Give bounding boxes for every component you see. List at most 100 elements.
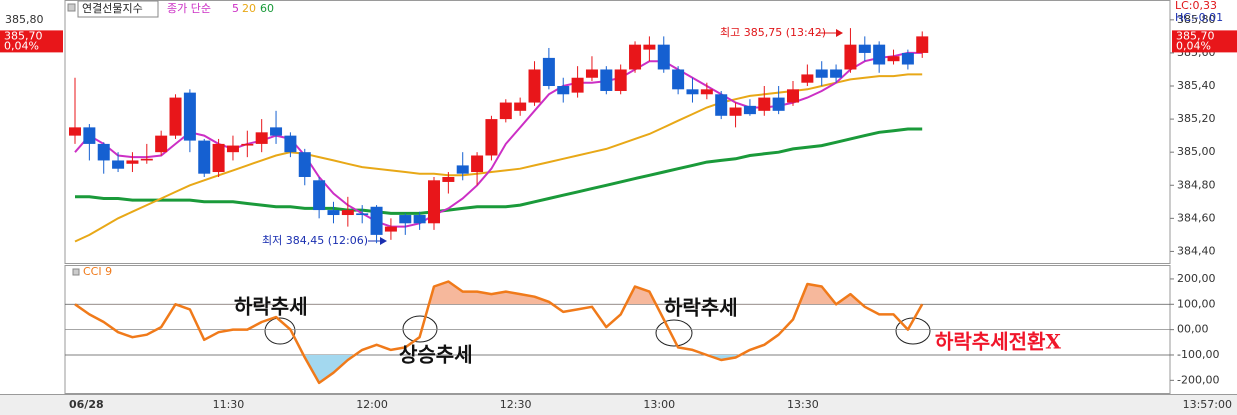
- annotation: 최고 385,75 (13:42): [720, 26, 826, 39]
- x-tick-label: 13:00: [643, 398, 675, 411]
- candle-body: [212, 143, 225, 173]
- candle-body: [399, 215, 412, 224]
- ellipse: [895, 317, 931, 345]
- annotation-ellipses: [264, 315, 931, 347]
- candle-body: [226, 145, 239, 153]
- legend-entry: 20: [242, 2, 256, 15]
- candle-body: [657, 44, 670, 70]
- candle-body: [198, 140, 211, 174]
- annotation: 최저 384,45 (12:06): [262, 234, 368, 247]
- y-tick-label: 384,80: [1177, 178, 1216, 191]
- candle-body: [499, 102, 512, 120]
- cci-line: [74, 280, 924, 385]
- candle-body: [700, 89, 713, 95]
- y-tick-label: 385,20: [1177, 112, 1216, 125]
- time-axis-band: [0, 395, 1237, 415]
- change: 0,04%: [1176, 39, 1211, 52]
- change: 0,04%: [4, 39, 39, 52]
- candle-body: [442, 176, 455, 182]
- annotation: 상승추세: [399, 343, 473, 367]
- candle-body: [758, 97, 771, 111]
- candle-body: [270, 127, 283, 136]
- arrow-head: [380, 237, 387, 245]
- y-tick-label: 384,40: [1177, 244, 1216, 257]
- candle-body: [916, 36, 929, 53]
- y-tick-label: -100,00: [1177, 348, 1219, 361]
- ellipse: [655, 319, 693, 347]
- candle-body: [255, 132, 268, 144]
- candle-body: [298, 152, 311, 177]
- candle-body: [241, 143, 254, 146]
- left-top-label: 385,80: [5, 13, 44, 26]
- checkbox[interactable]: [67, 3, 76, 12]
- price-box: [1172, 30, 1237, 53]
- legend-entry: 60: [260, 2, 274, 15]
- candle-body: [787, 89, 799, 103]
- legend-prefix: 종가 단순: [167, 2, 211, 15]
- x-tick-label: 12:00: [356, 398, 388, 411]
- candle-body: [69, 127, 81, 136]
- candle-body: [528, 69, 541, 103]
- cursor-time: 13:57:00: [1183, 398, 1232, 411]
- candle-body: [557, 86, 570, 95]
- hc-label: HC:-0,01: [1175, 11, 1223, 24]
- candle-body: [542, 57, 555, 87]
- candle-body: [83, 127, 96, 144]
- ellipse: [264, 317, 296, 345]
- candle-body: [456, 165, 469, 174]
- candle-body: [858, 44, 871, 53]
- last-price: 385,70: [1176, 29, 1215, 42]
- y-tick-label: 00,00: [1177, 323, 1209, 336]
- annotation: 하락추세: [234, 295, 308, 319]
- y-tick-label: 200,00: [1177, 272, 1216, 285]
- candle-body: [571, 77, 584, 93]
- candle-body: [715, 94, 728, 116]
- candle-body: [772, 97, 785, 111]
- last-price: 385,70: [4, 29, 43, 42]
- y-tick-label: -200,00: [1177, 373, 1219, 386]
- title-box: [77, 0, 159, 18]
- x-tick-label: 11:30: [213, 398, 245, 411]
- candle-body: [801, 74, 814, 83]
- candle-body: [830, 69, 843, 78]
- arrow-head: [836, 29, 843, 37]
- ma-line: [74, 73, 923, 243]
- candle-body: [126, 160, 139, 164]
- oversold-fill: [303, 354, 741, 383]
- y-tick-label: 384,60: [1177, 211, 1216, 224]
- cci-checkbox[interactable]: [72, 268, 80, 276]
- candle-body: [873, 44, 886, 65]
- candle-body: [327, 210, 340, 216]
- candle-body: [844, 44, 857, 70]
- candle-body: [313, 180, 326, 211]
- candle-body: [428, 180, 440, 224]
- price-box: [0, 30, 63, 53]
- candle-body: [629, 44, 642, 70]
- candle-body: [514, 102, 527, 111]
- candle-body: [743, 105, 756, 115]
- candle-body: [901, 52, 914, 65]
- candle-body: [112, 160, 125, 169]
- candle-body: [140, 158, 153, 161]
- ma-line: [75, 127, 923, 215]
- price-pane: [64, 0, 1171, 264]
- x-tick-label: 13:30: [787, 398, 819, 411]
- candle-body: [614, 69, 627, 91]
- y-tick-label: 100,00: [1177, 297, 1216, 310]
- candle-body: [887, 56, 900, 62]
- x-tick-label: 06/28: [69, 398, 104, 411]
- ellipse: [402, 315, 438, 343]
- candle-body: [284, 135, 297, 153]
- y-tick-label: 385,40: [1177, 79, 1216, 92]
- chart-title: 연결선물지수: [82, 2, 143, 15]
- candle-body: [485, 119, 498, 156]
- candle-body: [155, 135, 168, 153]
- candle-body: [169, 97, 182, 136]
- candle-body: [815, 69, 828, 78]
- x-tick-label: 12:30: [500, 398, 532, 411]
- cci-label: CCI 9: [83, 265, 112, 278]
- annotation: 하락추세: [664, 296, 738, 320]
- candle-body: [643, 44, 656, 50]
